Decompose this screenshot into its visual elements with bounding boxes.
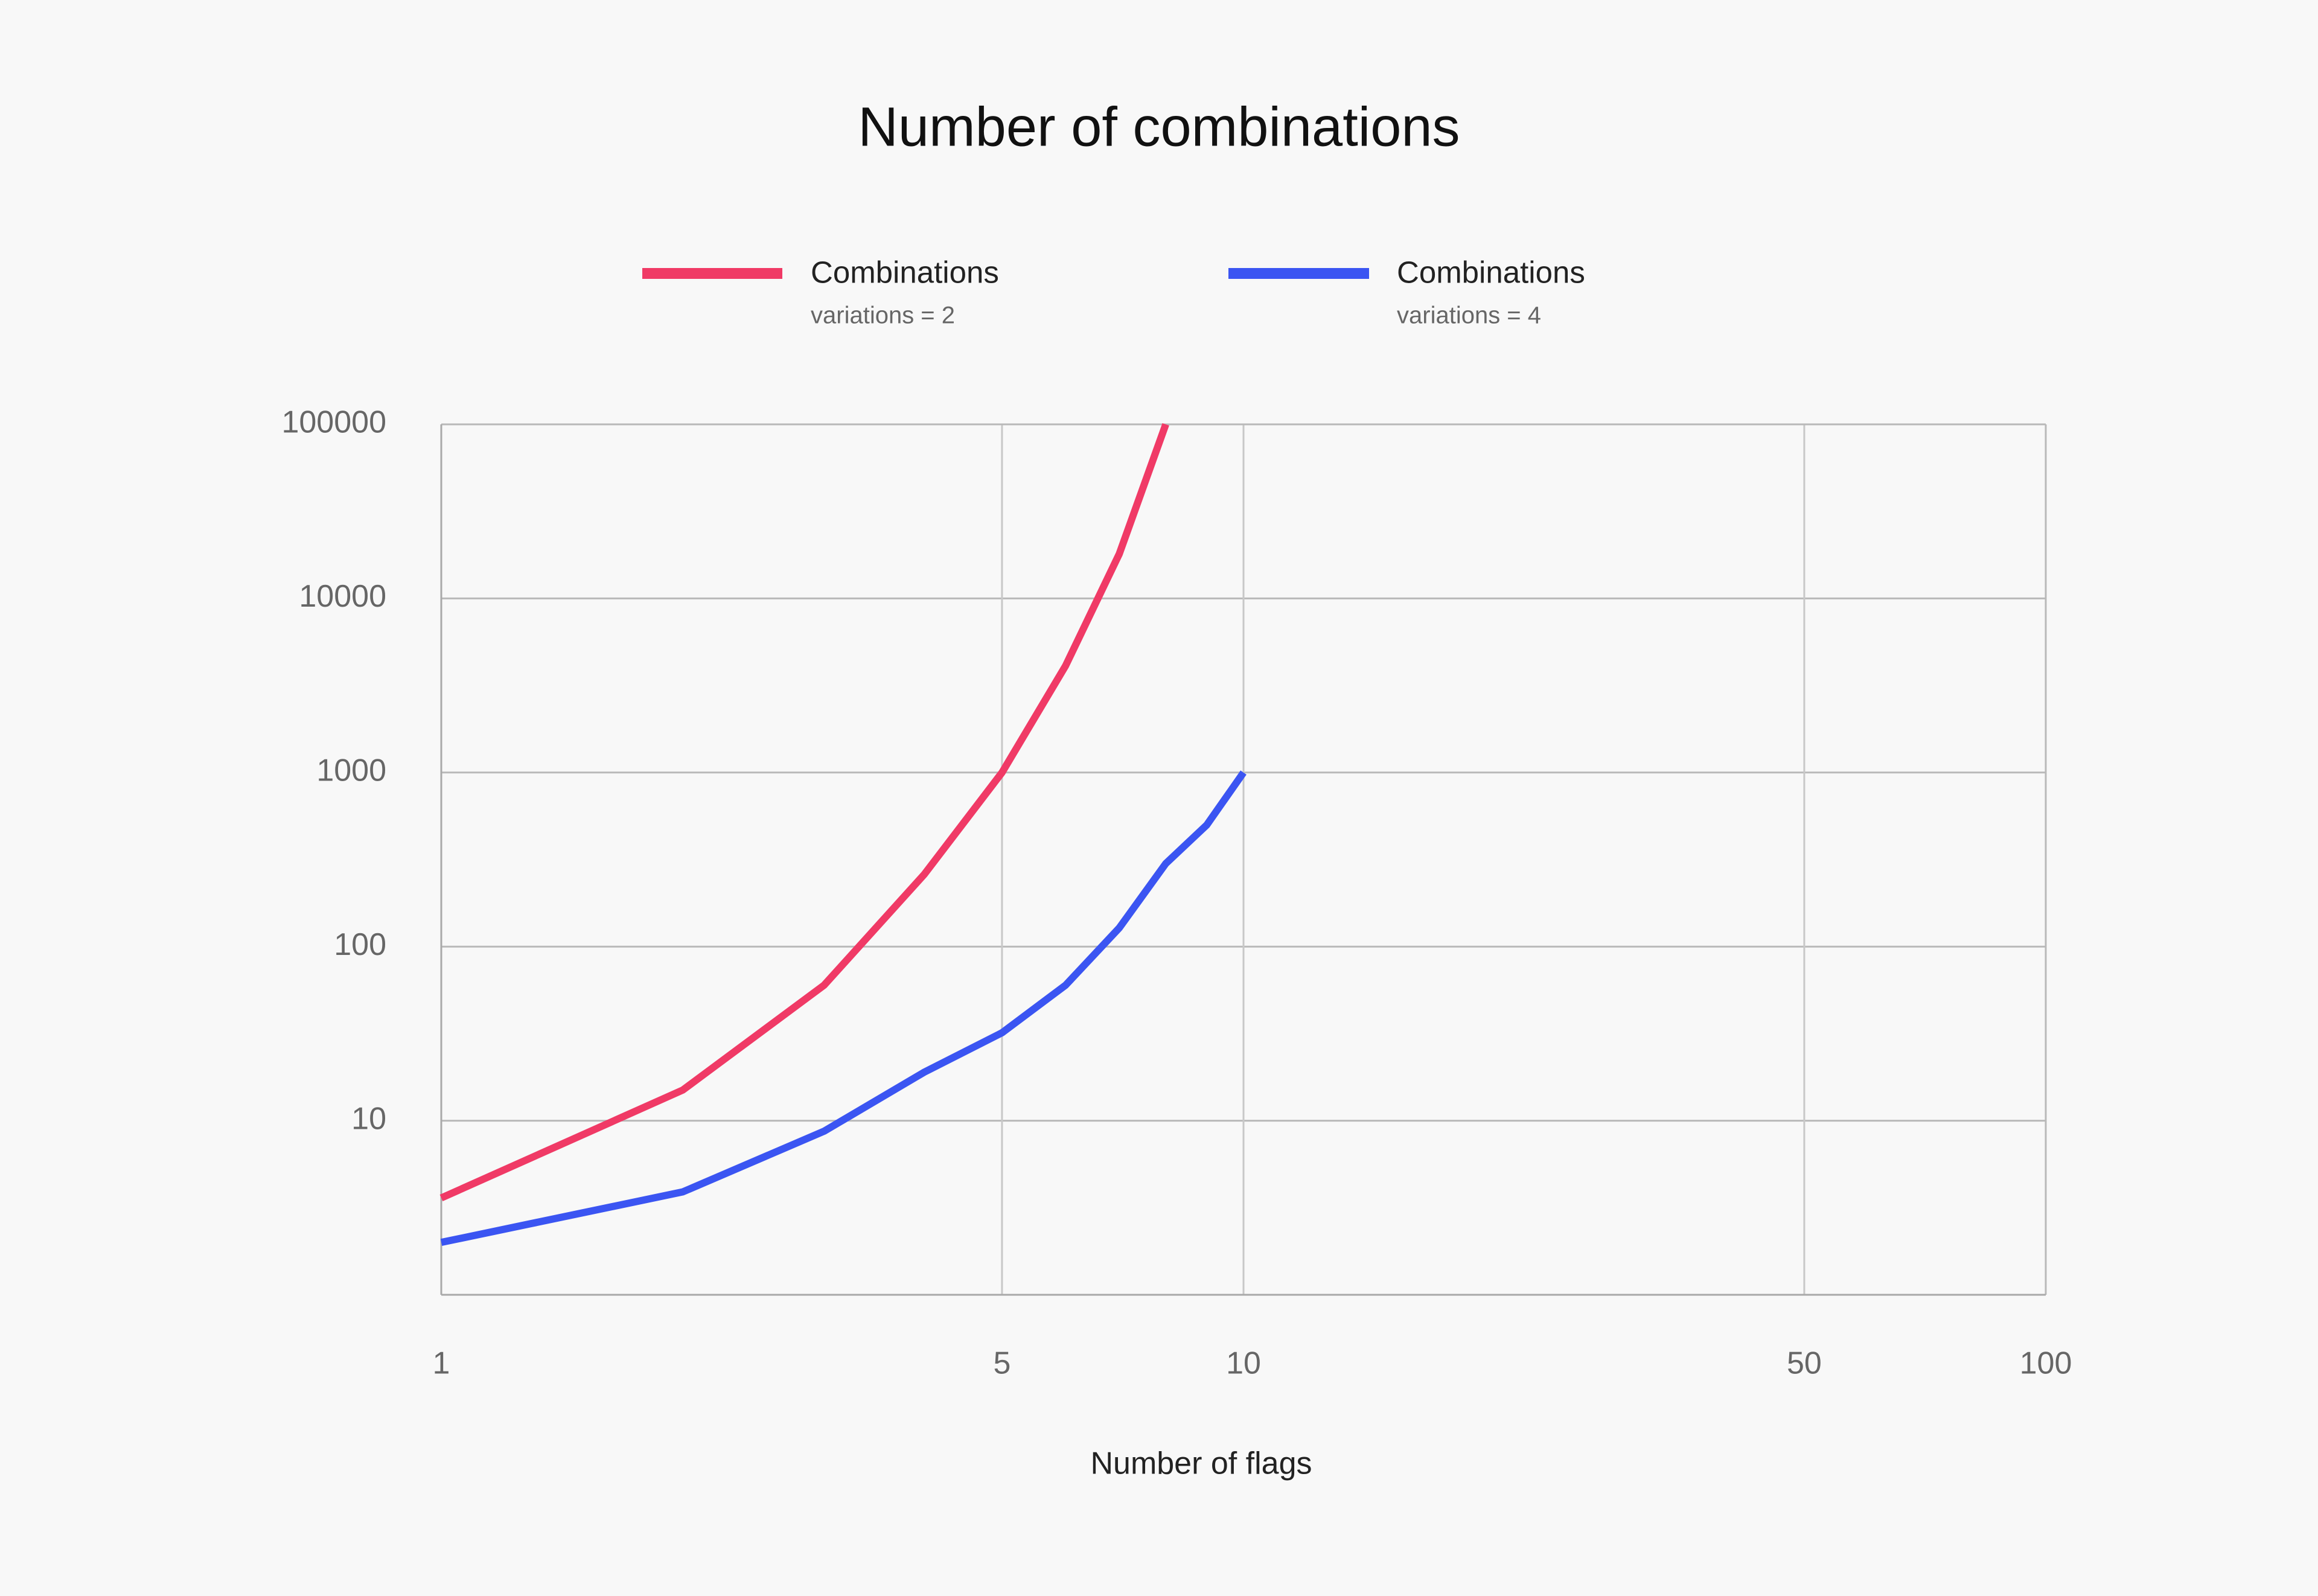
y-tick-label: 100 bbox=[334, 927, 386, 962]
legend-subtitle-variations-2: variations = 2 bbox=[811, 302, 955, 329]
x-tick-label: 100 bbox=[2020, 1346, 2072, 1381]
series-line-variations-4 bbox=[441, 773, 1244, 1242]
series-line-variations-2 bbox=[441, 424, 1166, 1198]
y-tick-label: 100000 bbox=[281, 405, 386, 440]
grid bbox=[441, 424, 2046, 1295]
x-tick-label: 10 bbox=[1226, 1346, 1261, 1381]
y-tick-label: 10000 bbox=[299, 579, 386, 614]
x-axis-label: Number of flags bbox=[1090, 1446, 1312, 1481]
legend-subtitle-variations-4: variations = 4 bbox=[1397, 302, 1541, 329]
y-tick-label: 10 bbox=[351, 1101, 386, 1136]
series bbox=[441, 424, 1244, 1242]
x-tick-label: 5 bbox=[993, 1346, 1011, 1381]
legend-label-variations-4: Combinations bbox=[1397, 255, 1585, 289]
x-tick-label: 50 bbox=[1787, 1346, 1822, 1381]
y-tick-label: 1000 bbox=[316, 753, 386, 788]
chart-title: Number of combinations bbox=[858, 96, 1460, 158]
legend: Combinations variations = 2 Combinations… bbox=[642, 255, 1585, 328]
x-tick-label: 1 bbox=[433, 1346, 450, 1381]
legend-label-variations-2: Combinations bbox=[811, 255, 999, 289]
